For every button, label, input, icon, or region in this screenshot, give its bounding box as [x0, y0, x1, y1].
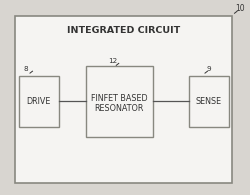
Text: 12: 12 [108, 58, 118, 64]
Text: DRIVE: DRIVE [26, 97, 51, 106]
Bar [19, 76, 59, 127]
Text: FINFET BASED: FINFET BASED [91, 94, 148, 103]
Text: 10: 10 [235, 4, 245, 13]
Text: 8: 8 [24, 66, 28, 72]
Bar [86, 66, 152, 136]
Bar [189, 76, 229, 127]
Text: 9: 9 [206, 66, 211, 72]
Text: RESONATOR: RESONATOR [95, 104, 144, 113]
Bar [15, 16, 233, 183]
Text: SENSE: SENSE [196, 97, 222, 106]
Text: INTEGRATED CIRCUIT: INTEGRATED CIRCUIT [67, 26, 180, 35]
